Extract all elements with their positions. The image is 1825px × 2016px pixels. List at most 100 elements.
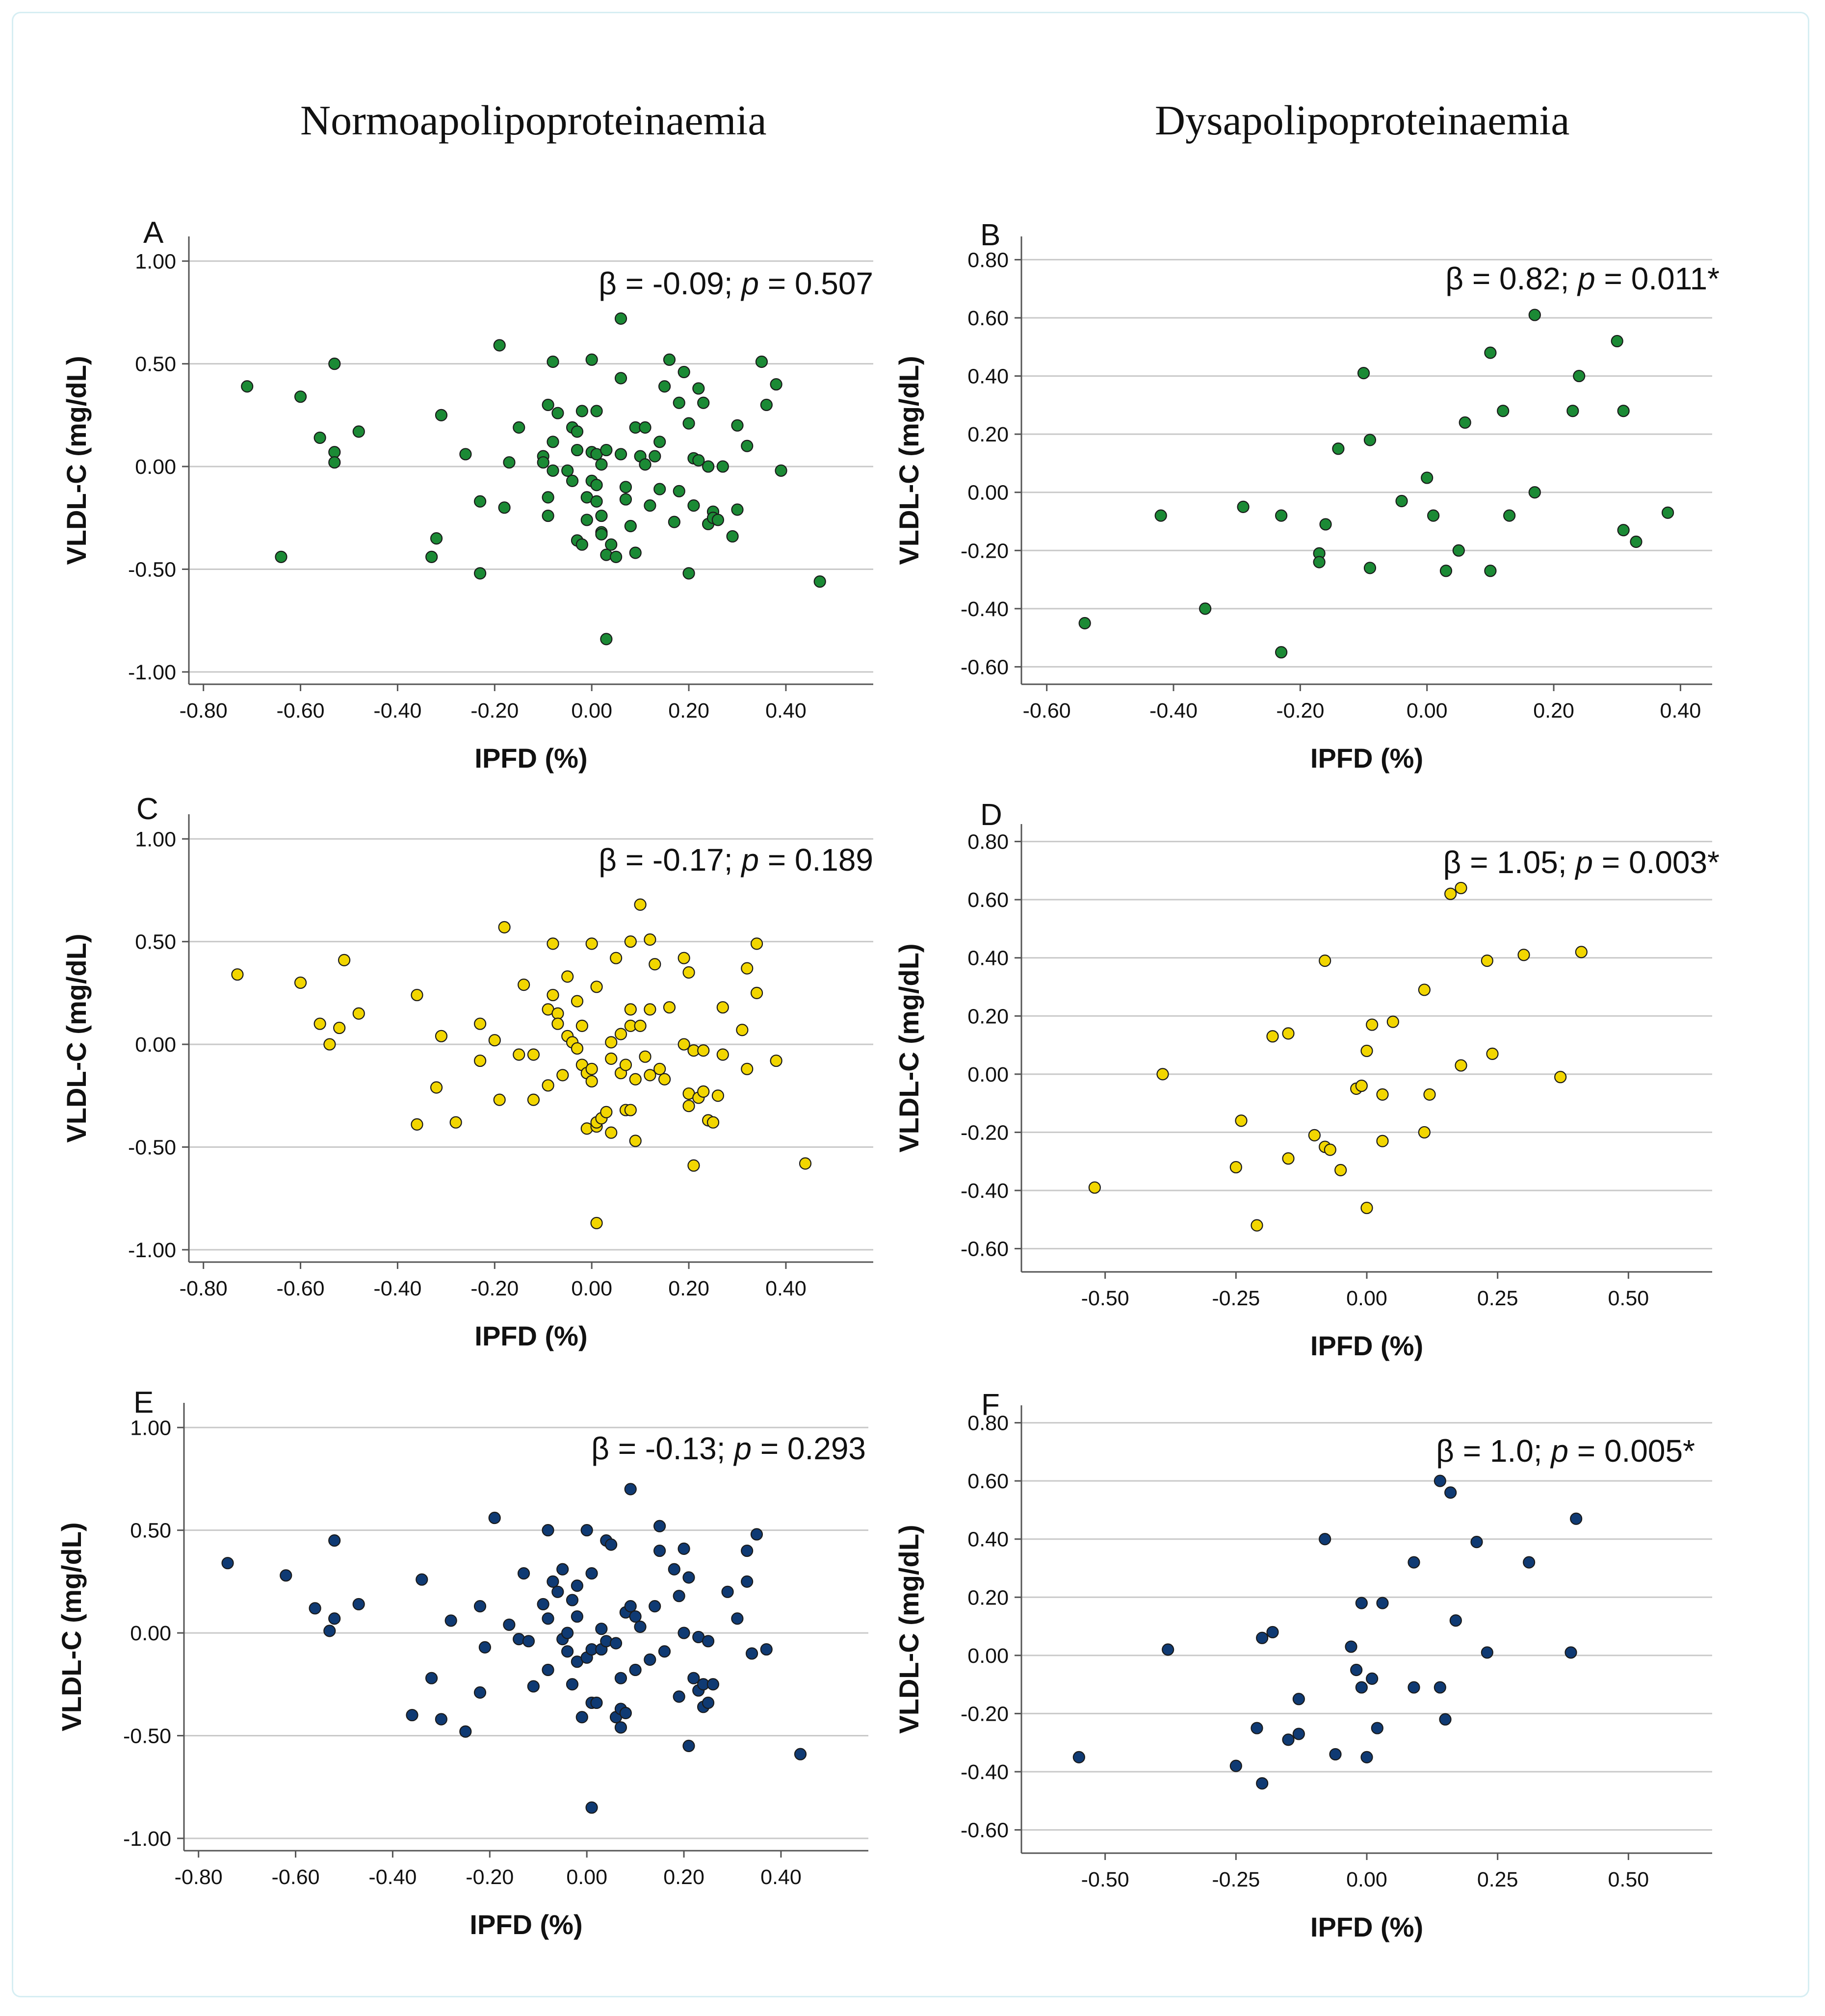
x-axis-title: IPFD (%)	[469, 1909, 582, 1940]
y-tick-label: 0.40	[967, 947, 1009, 970]
data-point	[561, 970, 574, 983]
data-point	[566, 1678, 579, 1691]
data-point	[653, 1544, 666, 1557]
regression-annotation: β = 1.05; p = 0.003*	[1443, 845, 1720, 880]
data-point	[624, 1483, 637, 1496]
y-tick-label: 0.20	[967, 423, 1009, 446]
data-point	[328, 1534, 341, 1547]
x-tick-label: 0.40	[765, 699, 807, 723]
x-tick-label: -0.50	[1081, 1287, 1129, 1310]
data-point	[1363, 562, 1377, 574]
data-point	[1418, 983, 1431, 996]
data-point	[1459, 416, 1471, 429]
x-tick-label: 0.20	[1533, 699, 1574, 723]
data-point	[493, 1093, 506, 1106]
chart-panel-a: A -1.00 -0.50 0.00 0.50 1.00 -0.80 -0.60 -0.40 -0…	[61, 216, 873, 774]
data-point	[614, 312, 627, 325]
data-point	[678, 952, 690, 964]
data-point	[1156, 1068, 1169, 1081]
data-point	[653, 483, 666, 495]
chart-panel-d: D -0.60 -0.40 -0.20 0.00 0.20 0.40 0.60 0.80 -0.5…	[893, 798, 1720, 1361]
data-point	[1517, 949, 1530, 961]
data-point	[673, 1590, 685, 1602]
data-point	[542, 491, 554, 504]
x-axis-title: IPFD (%)	[1310, 1912, 1423, 1942]
data-point	[474, 1054, 487, 1067]
data-point	[1360, 1044, 1373, 1058]
data-point	[231, 968, 244, 981]
data-point	[687, 1159, 700, 1172]
data-point	[571, 1610, 583, 1623]
x-tick-label: 0.00	[1346, 1868, 1387, 1891]
data-point	[551, 1017, 564, 1030]
data-point	[294, 390, 307, 403]
annotation-p-value: = 0.189	[759, 842, 873, 878]
data-point	[513, 1048, 525, 1061]
x-tick-label: 0.40	[760, 1865, 802, 1889]
data-point	[1423, 1088, 1436, 1101]
data-point	[430, 532, 443, 545]
data-point	[1661, 506, 1674, 519]
y-axis-title: VLDL-C (mg/dL)	[893, 943, 924, 1152]
data-point	[561, 1627, 574, 1639]
data-point	[527, 1048, 540, 1061]
data-point	[1376, 1135, 1389, 1147]
data-point	[663, 353, 676, 366]
data-point	[605, 1036, 618, 1049]
data-point	[547, 436, 559, 448]
data-point	[697, 396, 710, 409]
data-point	[575, 538, 588, 551]
data-point	[600, 633, 613, 646]
x-axis-title: IPFD (%)	[1310, 1330, 1423, 1361]
data-point	[323, 1038, 336, 1051]
y-tick-label: 0.80	[967, 830, 1009, 854]
data-point	[547, 988, 559, 1002]
data-point	[702, 1635, 715, 1648]
y-tick-label: 0.50	[135, 930, 176, 954]
y-tick-label: -0.60	[961, 1238, 1009, 1261]
annotation-p-value: = 0.293	[752, 1431, 866, 1466]
data-point	[328, 358, 341, 370]
x-tick-label: -0.80	[180, 1277, 228, 1300]
data-point	[1282, 1027, 1295, 1040]
data-point	[629, 1663, 642, 1677]
data-point	[1324, 1143, 1336, 1156]
y-tick-label: -1.00	[128, 1239, 176, 1262]
data-point	[1355, 1079, 1368, 1092]
data-point	[600, 1106, 613, 1118]
x-tick-label: 0.20	[668, 1277, 709, 1300]
data-point	[537, 456, 549, 469]
data-point	[697, 1085, 710, 1098]
data-point	[435, 1030, 448, 1042]
data-point	[1275, 646, 1288, 659]
data-point	[1237, 500, 1250, 513]
data-point	[547, 355, 559, 368]
data-point	[813, 575, 826, 588]
data-point	[1292, 1693, 1305, 1706]
data-point	[610, 550, 623, 563]
y-tick-label: 0.60	[967, 307, 1009, 330]
data-point	[745, 1647, 758, 1660]
data-point	[619, 1059, 632, 1071]
data-point	[1395, 494, 1408, 508]
data-point	[775, 464, 787, 477]
data-point	[585, 937, 598, 950]
data-point	[692, 454, 705, 467]
y-tick-label: -0.60	[961, 1819, 1009, 1842]
data-point	[1570, 1512, 1583, 1525]
data-point	[644, 1069, 656, 1082]
data-point	[760, 1643, 773, 1656]
data-point	[1366, 1672, 1379, 1685]
x-tick-label: -0.40	[368, 1865, 417, 1889]
data-point	[1528, 309, 1541, 321]
data-point	[794, 1748, 807, 1760]
data-point	[503, 1618, 516, 1631]
data-point	[1366, 1018, 1379, 1031]
data-point	[1449, 1614, 1462, 1627]
annotation-beta: β = -0.09;	[599, 266, 741, 301]
data-point	[1292, 1728, 1305, 1740]
y-tick-label: 0.00	[967, 1644, 1009, 1668]
regression-annotation: β = -0.13; p = 0.293	[591, 1431, 866, 1466]
x-tick-label: 0.25	[1477, 1868, 1518, 1891]
data-point	[1486, 1047, 1499, 1060]
